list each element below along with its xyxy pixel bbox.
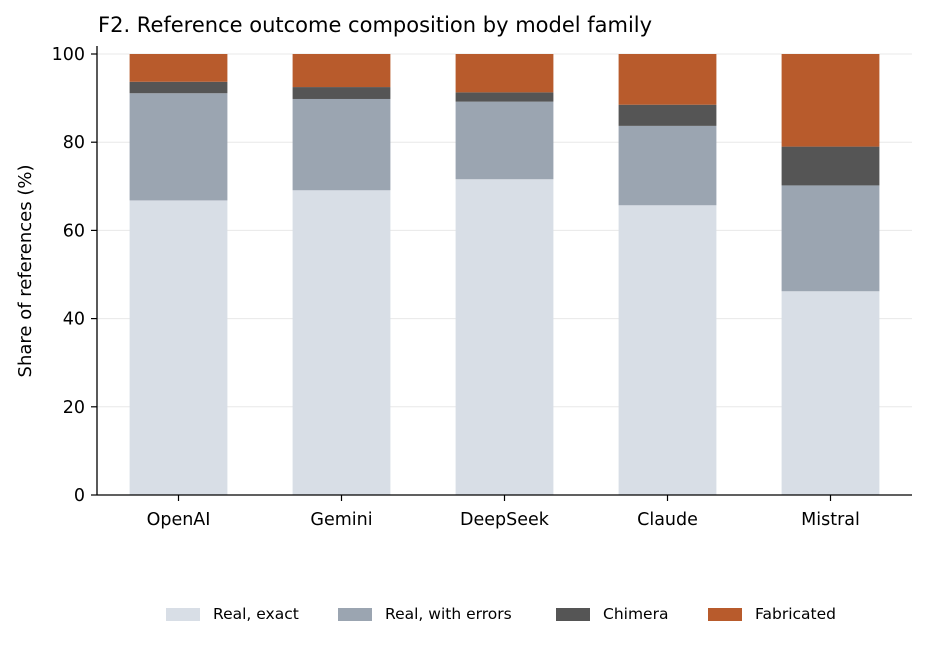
x-tick-label: Mistral: [801, 510, 860, 530]
legend-label: Real, exact: [213, 605, 299, 623]
y-tick-label: 100: [52, 45, 85, 65]
legend-label: Chimera: [603, 605, 669, 623]
bar-segment: [129, 93, 228, 201]
bar-segment: [455, 101, 554, 180]
bar-segment: [292, 54, 391, 88]
bar-segment: [781, 54, 880, 147]
y-ticks: 0 20 40 60 80 100: [52, 45, 97, 506]
y-tick-label: 20: [63, 398, 85, 418]
bar-segment: [292, 98, 391, 191]
bar-segment: [129, 200, 228, 496]
x-tick-label: Gemini: [310, 510, 372, 530]
x-ticks: OpenAI Gemini DeepSeek Claude Mistral: [147, 495, 860, 530]
legend: Real, exact Real, with errors Chimera Fabri…: [0, 602, 926, 628]
legend-label: Fabricated: [755, 605, 836, 623]
x-tick-label: Claude: [637, 510, 698, 530]
legend-swatch: [708, 607, 742, 621]
x-tick-label: OpenAI: [147, 510, 211, 530]
legend-swatch: [556, 607, 590, 621]
legend-label: Real, with errors: [385, 605, 512, 623]
y-axis-title: Share of references (%): [15, 165, 36, 378]
bar-segment: [618, 54, 717, 105]
bar-segment: [455, 54, 554, 93]
bar-segment: [292, 87, 391, 99]
legend-swatch: [166, 607, 200, 621]
y-tick-label: 80: [63, 133, 85, 153]
x-tick-label: DeepSeek: [460, 510, 550, 530]
y-tick-label: 60: [63, 221, 85, 241]
legend-item: Chimera: [556, 602, 668, 626]
bar-segment: [781, 291, 880, 495]
bar-segment: [292, 190, 391, 496]
bar-segment: [618, 104, 717, 126]
y-tick-label: 0: [74, 486, 85, 506]
legend-swatch: [338, 607, 372, 621]
bar-segment: [781, 146, 880, 186]
legend-item: Real, with errors: [338, 602, 512, 626]
bar-segment: [781, 185, 880, 292]
bar-segment: [618, 125, 717, 206]
bar-segment: [455, 179, 554, 495]
legend-item: Fabricated: [708, 602, 836, 626]
bar-segment: [129, 81, 228, 94]
bar-segment: [129, 54, 228, 82]
bars: [129, 54, 880, 496]
bar-segment: [455, 92, 554, 102]
legend-item: Real, exact: [166, 602, 299, 626]
bar-segment: [618, 205, 717, 495]
chart-title: F2. Reference outcome composition by mod…: [98, 13, 652, 37]
y-tick-label: 40: [63, 310, 85, 330]
